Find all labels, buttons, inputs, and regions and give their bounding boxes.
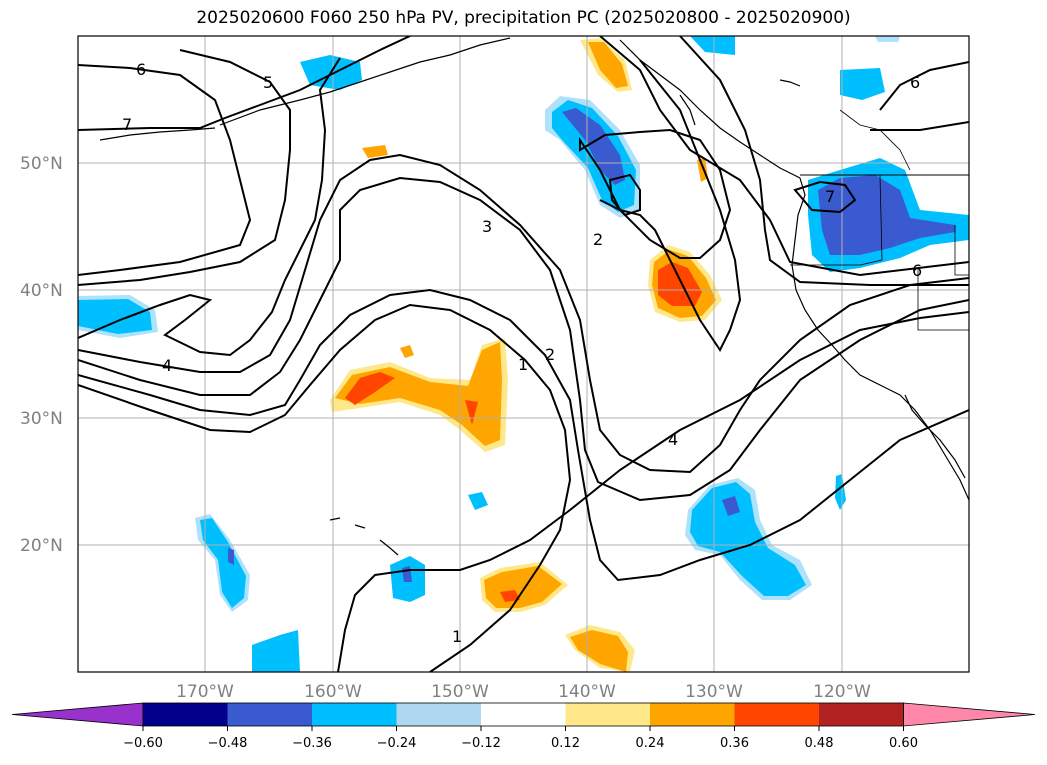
colorbar-segment [650,703,735,726]
pv-contour-1b [337,311,969,672]
pv-contour-7b [793,180,857,214]
colorbar-tick-label: 0.12 [551,736,580,751]
lon-label: 160°W [304,682,362,702]
colorbar-tick-label: 0.36 [720,736,749,751]
pv-contour-2b [579,128,732,259]
pv-contour-2 [78,288,969,582]
pv-contour-6b [879,61,969,111]
colorbar-tick-label: 0.48 [805,736,834,751]
colorbar-frame [142,702,904,727]
lon-label: 170°W [176,682,234,702]
colorbar-tick-label: −0.12 [461,736,501,751]
lon-label: 130°W [685,682,743,702]
colorbar-segment [819,703,904,726]
precip-positive-area [400,345,414,358]
contour-label: 4 [668,430,678,449]
pv-contours [78,36,969,672]
precip-positive-area [345,372,395,405]
contour-label: 3 [482,217,492,236]
colorbar-extend-high [903,702,1036,727]
precip-positive-area [588,42,628,88]
precip-positive-area [500,590,520,602]
lon-label: 120°W [813,682,871,702]
lon-labels: 170°W 160°W 150°W 140°W 130°W 120°W [176,682,871,702]
contour-label: 1 [452,627,462,646]
pv-contour-5 [78,49,291,286]
precip-negative-area [468,492,488,510]
contour-label: 4 [162,356,172,375]
contour-label: 2 [593,230,603,249]
contour-label: 7 [825,187,835,206]
colorbar-segment [565,703,651,726]
pv-contour-4b [78,153,969,474]
pv-contour-1c [608,173,641,217]
precip-negative-area [835,474,846,510]
colorbar-tick-label: −0.48 [208,736,248,751]
contour-label: 6 [912,261,922,280]
precip-positive-area [362,145,388,158]
precip-negative-area [252,630,300,672]
colorbar-segment [312,703,397,726]
colorbar-tick-label: 0.24 [636,736,665,751]
pv-contour-7 [78,36,411,131]
colorbar-tick-label: 0.60 [889,736,918,751]
pv-contour-3 [78,176,969,502]
precip-negative-area [562,108,625,185]
contour-label: 2 [545,345,555,364]
precip-negative-area [722,496,740,516]
colorbar-segment [396,703,482,726]
precip-negative-area [78,299,152,334]
precip-negative-area [228,548,234,565]
pv-contour-6c [870,121,969,131]
precip-positive-area [658,262,702,306]
plot-frame [77,35,970,673]
pv-contour-6 [78,64,252,276]
contour-label: 6 [910,73,920,92]
lat-label: 50°N [20,154,63,174]
lat-label: 20°N [20,536,63,556]
precip-positive-area [465,400,478,425]
lat-label: 30°N [20,409,63,429]
gridlines [78,36,969,672]
pv-contour-4a [78,57,341,357]
colorbar-tick-label: −0.24 [377,736,417,751]
colorbar-segment [734,703,820,726]
precip-negative-area [690,482,806,596]
colorbar-extend-low [11,702,144,727]
pv-contour-4c [679,36,969,286]
pv-contour-1a [78,303,572,672]
contour-label: 1 [518,355,528,374]
precip-negative-area [690,36,735,55]
pv-contour-3b [599,36,969,277]
colorbar-segment [143,703,228,726]
precip-negative-area [875,36,900,42]
precip-positive-area [570,630,628,672]
precip-negative-area [840,68,885,100]
coastlines [99,37,969,556]
contour-label-group: 6 5 7 4 3 2 1 2 1 4 7 6 6 [122,60,922,646]
contour-label: 7 [122,115,132,134]
lat-labels: 50°N 40°N 30°N 20°N [20,154,63,556]
precip-fills [78,36,969,672]
lat-label: 40°N [20,281,63,301]
precip-positive-area [697,158,708,182]
lon-label: 140°W [558,682,616,702]
colorbar: −0.60 −0.48 −0.36 −0.24 −0.12 0.12 0.24 0.36 0.4… [11,702,1036,751]
lon-label: 150°W [431,682,489,702]
colorbar-segment [227,703,313,726]
precip-negative-area [200,518,246,608]
map-title: 2025020600 F060 250 hPa PV, precipitatio… [196,8,851,28]
colorbar-tick-label: −0.60 [123,736,163,751]
contour-label: 5 [263,73,273,92]
colorbar-segment [481,703,566,726]
pv-contour-5b [599,59,742,352]
colorbar-tick-label: −0.36 [292,736,332,751]
contour-label: 6 [136,60,146,79]
